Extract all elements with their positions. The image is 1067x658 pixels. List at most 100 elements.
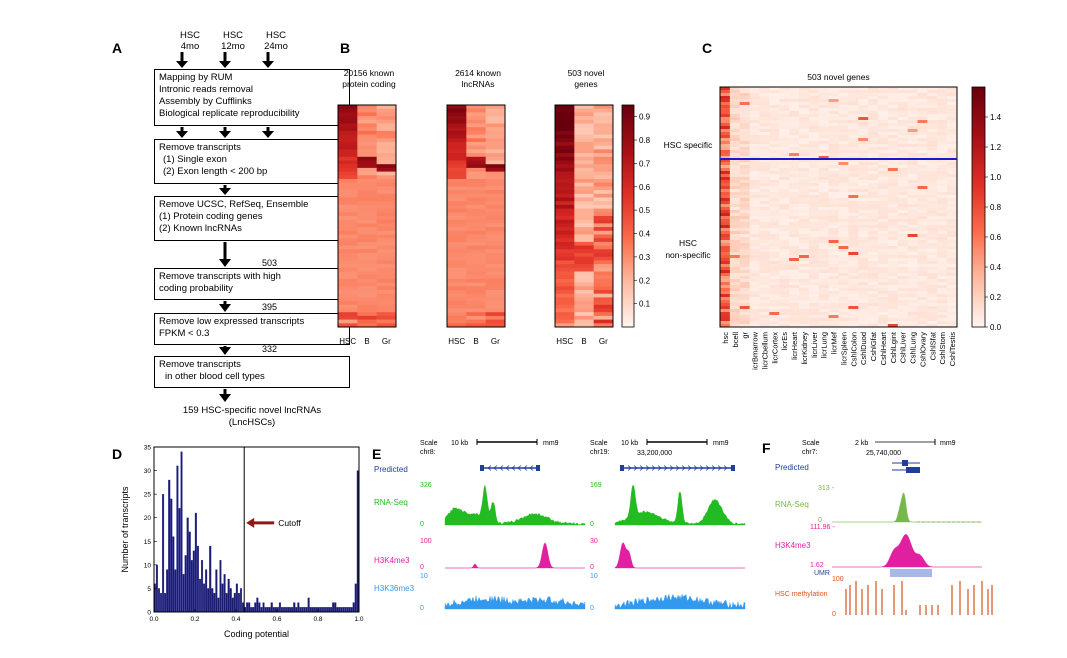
- heatmap-cell: [729, 183, 741, 187]
- heatmap-cell: [447, 216, 467, 221]
- heatmap-cell: [848, 306, 859, 310]
- heatmap-cell: [789, 261, 800, 265]
- heatmap-cell: [720, 192, 731, 196]
- heatmap-cell: [739, 246, 751, 250]
- heatmap-cell: [858, 105, 869, 109]
- heatmap-cell: [868, 234, 879, 238]
- heatmap-cell: [799, 288, 810, 292]
- heatmap-cell: [828, 234, 839, 238]
- heatmap-cell: [937, 300, 948, 304]
- heatmap-cell: [357, 156, 378, 161]
- heatmap-cell: [828, 114, 839, 118]
- heatmap-cell: [789, 186, 800, 190]
- heatmap-cell: [868, 258, 879, 262]
- heatmap-cell: [376, 304, 397, 309]
- heatmap-cell: [759, 138, 770, 142]
- heatmap-cell: [749, 291, 760, 295]
- heatmap-cell: [720, 237, 731, 241]
- heatmap-cell: [878, 252, 889, 256]
- heatmap-cell: [357, 275, 378, 280]
- heatmap-cell: [917, 165, 928, 169]
- heatmap-cell: [720, 153, 731, 157]
- heatmap-cell: [937, 288, 948, 292]
- heatmap-cell: [769, 315, 780, 319]
- heatmap-cell: [868, 291, 879, 295]
- heatmap-cell: [808, 177, 820, 181]
- flow-text: FPKM < 0.3: [159, 328, 210, 339]
- heatmap-cell: [917, 288, 928, 292]
- heatmap-cell: [769, 147, 780, 151]
- heatmap-cell: [789, 105, 800, 109]
- heatmap-cell: [466, 149, 487, 154]
- heatmap-cell: [848, 312, 859, 316]
- heatmap-cell: [848, 120, 859, 124]
- strand-arrow-icon: [657, 465, 662, 471]
- histogram-bar: [264, 607, 267, 613]
- heatmap-cell: [574, 204, 595, 210]
- heatmap-cell: [555, 293, 575, 298]
- heatmap-cell: [808, 156, 820, 160]
- sample-input-text: 24mo: [264, 41, 288, 52]
- heatmap-cell: [769, 183, 780, 187]
- heatmap-cell: [779, 189, 790, 193]
- heatmap-cell: [789, 192, 800, 196]
- heatmap-cell: [947, 171, 958, 175]
- heatmap-cell: [338, 278, 358, 284]
- rna-seq-max: 313 -: [818, 485, 835, 492]
- heatmap-cell: [749, 111, 760, 115]
- heatmap-cell: [947, 153, 958, 157]
- heatmap-cell: [593, 282, 614, 287]
- heatmap-cell: [447, 190, 467, 195]
- heatmap-cell: [818, 177, 830, 181]
- heatmap-cell: [907, 204, 918, 208]
- heatmap-cell: [897, 144, 909, 148]
- heatmap-cell: [739, 126, 751, 130]
- heatmap-cell: [818, 180, 830, 184]
- heatmap-cell: [789, 171, 800, 175]
- heatmap-cell: [720, 288, 731, 292]
- heatmap-cell: [574, 201, 595, 206]
- heatmap-cell: [769, 108, 780, 112]
- heatmap-cell: [937, 150, 948, 154]
- heatmap-cell: [759, 297, 770, 301]
- heatmap-cell: [739, 102, 751, 106]
- flow-step-coding-probability: Remove transcripts with high coding prob…: [154, 268, 350, 300]
- heatmap-cell: [749, 219, 760, 223]
- heatmap-cell: [769, 264, 780, 268]
- heatmap-cell: [729, 111, 741, 115]
- heatmap-cell: [789, 303, 800, 307]
- heatmap-cell: [808, 159, 820, 163]
- heatmap-cell: [897, 153, 909, 157]
- heatmap-cell: [868, 108, 879, 112]
- heatmap-cell: [907, 258, 918, 262]
- count-395: 395: [262, 302, 278, 312]
- heatmap-cell: [937, 105, 948, 109]
- heatmap-cell: [720, 267, 731, 271]
- heatmap-cell: [887, 147, 899, 151]
- heatmap-cell: [878, 291, 889, 295]
- heatmap-cell: [808, 252, 820, 256]
- heatmap-cell: [574, 108, 595, 113]
- heatmap-cell: [759, 288, 770, 292]
- heatmap-cell: [593, 145, 614, 150]
- heatmap-column-label: hsc: [721, 332, 730, 344]
- heatmap-cell: [799, 132, 810, 136]
- flow-text: (LncHSCs): [228, 417, 276, 428]
- heatmap-cell: [739, 258, 751, 262]
- heatmap-cell: [947, 99, 958, 103]
- heatmap-cell: [858, 228, 869, 232]
- heatmap-cell: [749, 288, 760, 292]
- heatmap-cell: [828, 162, 839, 166]
- heatmap-cell: [808, 171, 820, 175]
- heatmap-cell: [555, 134, 575, 139]
- heatmap-cell: [749, 264, 760, 268]
- heatmap-cell: [338, 323, 358, 328]
- heatmap-cell: [838, 90, 849, 94]
- heatmap-cell: [927, 198, 938, 202]
- histogram-bar: [297, 602, 300, 613]
- heatmap-cell: [887, 249, 899, 253]
- heatmap-cell: [818, 141, 830, 145]
- heatmap-cell: [466, 123, 487, 128]
